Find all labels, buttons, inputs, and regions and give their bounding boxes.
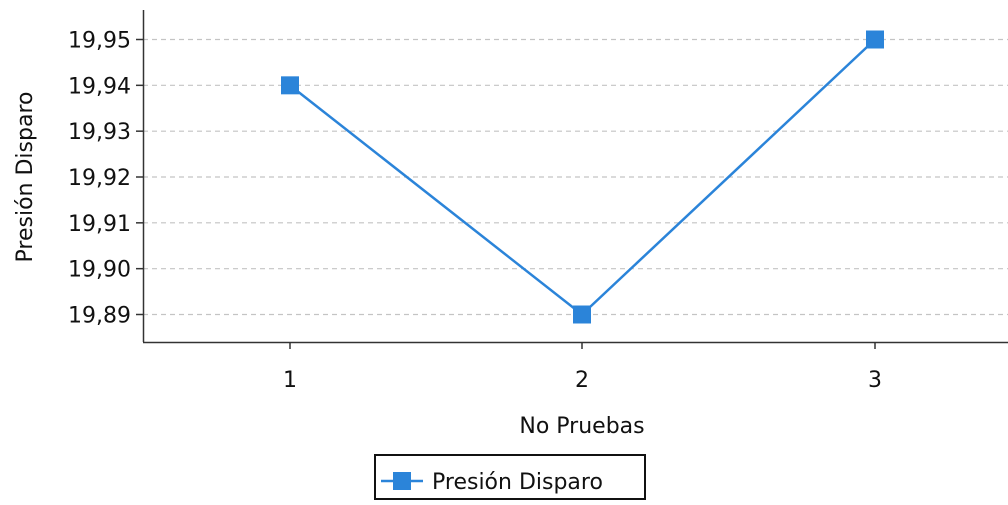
legend-series-label: Presión Disparo — [432, 470, 603, 495]
data-point-marker — [866, 30, 884, 49]
y-tick-label: 19,90 — [68, 258, 131, 283]
data-point-marker — [281, 76, 299, 95]
gridlines — [143, 38, 1008, 316]
series — [281, 30, 884, 324]
data-point-marker — [573, 305, 591, 324]
y-ticks: 19,89 19,90 19,91 19,92 19,93 19,94 19,95 — [68, 29, 143, 329]
y-tick-label: 19,93 — [68, 120, 131, 145]
y-tick-label: 19,92 — [68, 166, 131, 191]
x-axis-title: No Pruebas — [519, 414, 644, 439]
y-tick-label: 19,95 — [68, 29, 131, 54]
y-tick-label: 19,91 — [68, 212, 131, 237]
legend[interactable]: Presión Disparo — [374, 454, 646, 500]
y-axis-title: Presión Disparo — [13, 92, 38, 263]
axes — [142, 10, 1008, 344]
y-tick-label: 19,89 — [68, 304, 131, 329]
legend-box — [374, 454, 646, 500]
y-tick-label: 19,94 — [68, 74, 131, 99]
x-tick-label: 3 — [868, 368, 882, 393]
legend-series-marker — [393, 472, 411, 490]
x-tick-label: 1 — [283, 368, 297, 393]
x-ticks: 1 2 3 — [283, 342, 882, 393]
x-tick-label: 2 — [575, 368, 589, 393]
